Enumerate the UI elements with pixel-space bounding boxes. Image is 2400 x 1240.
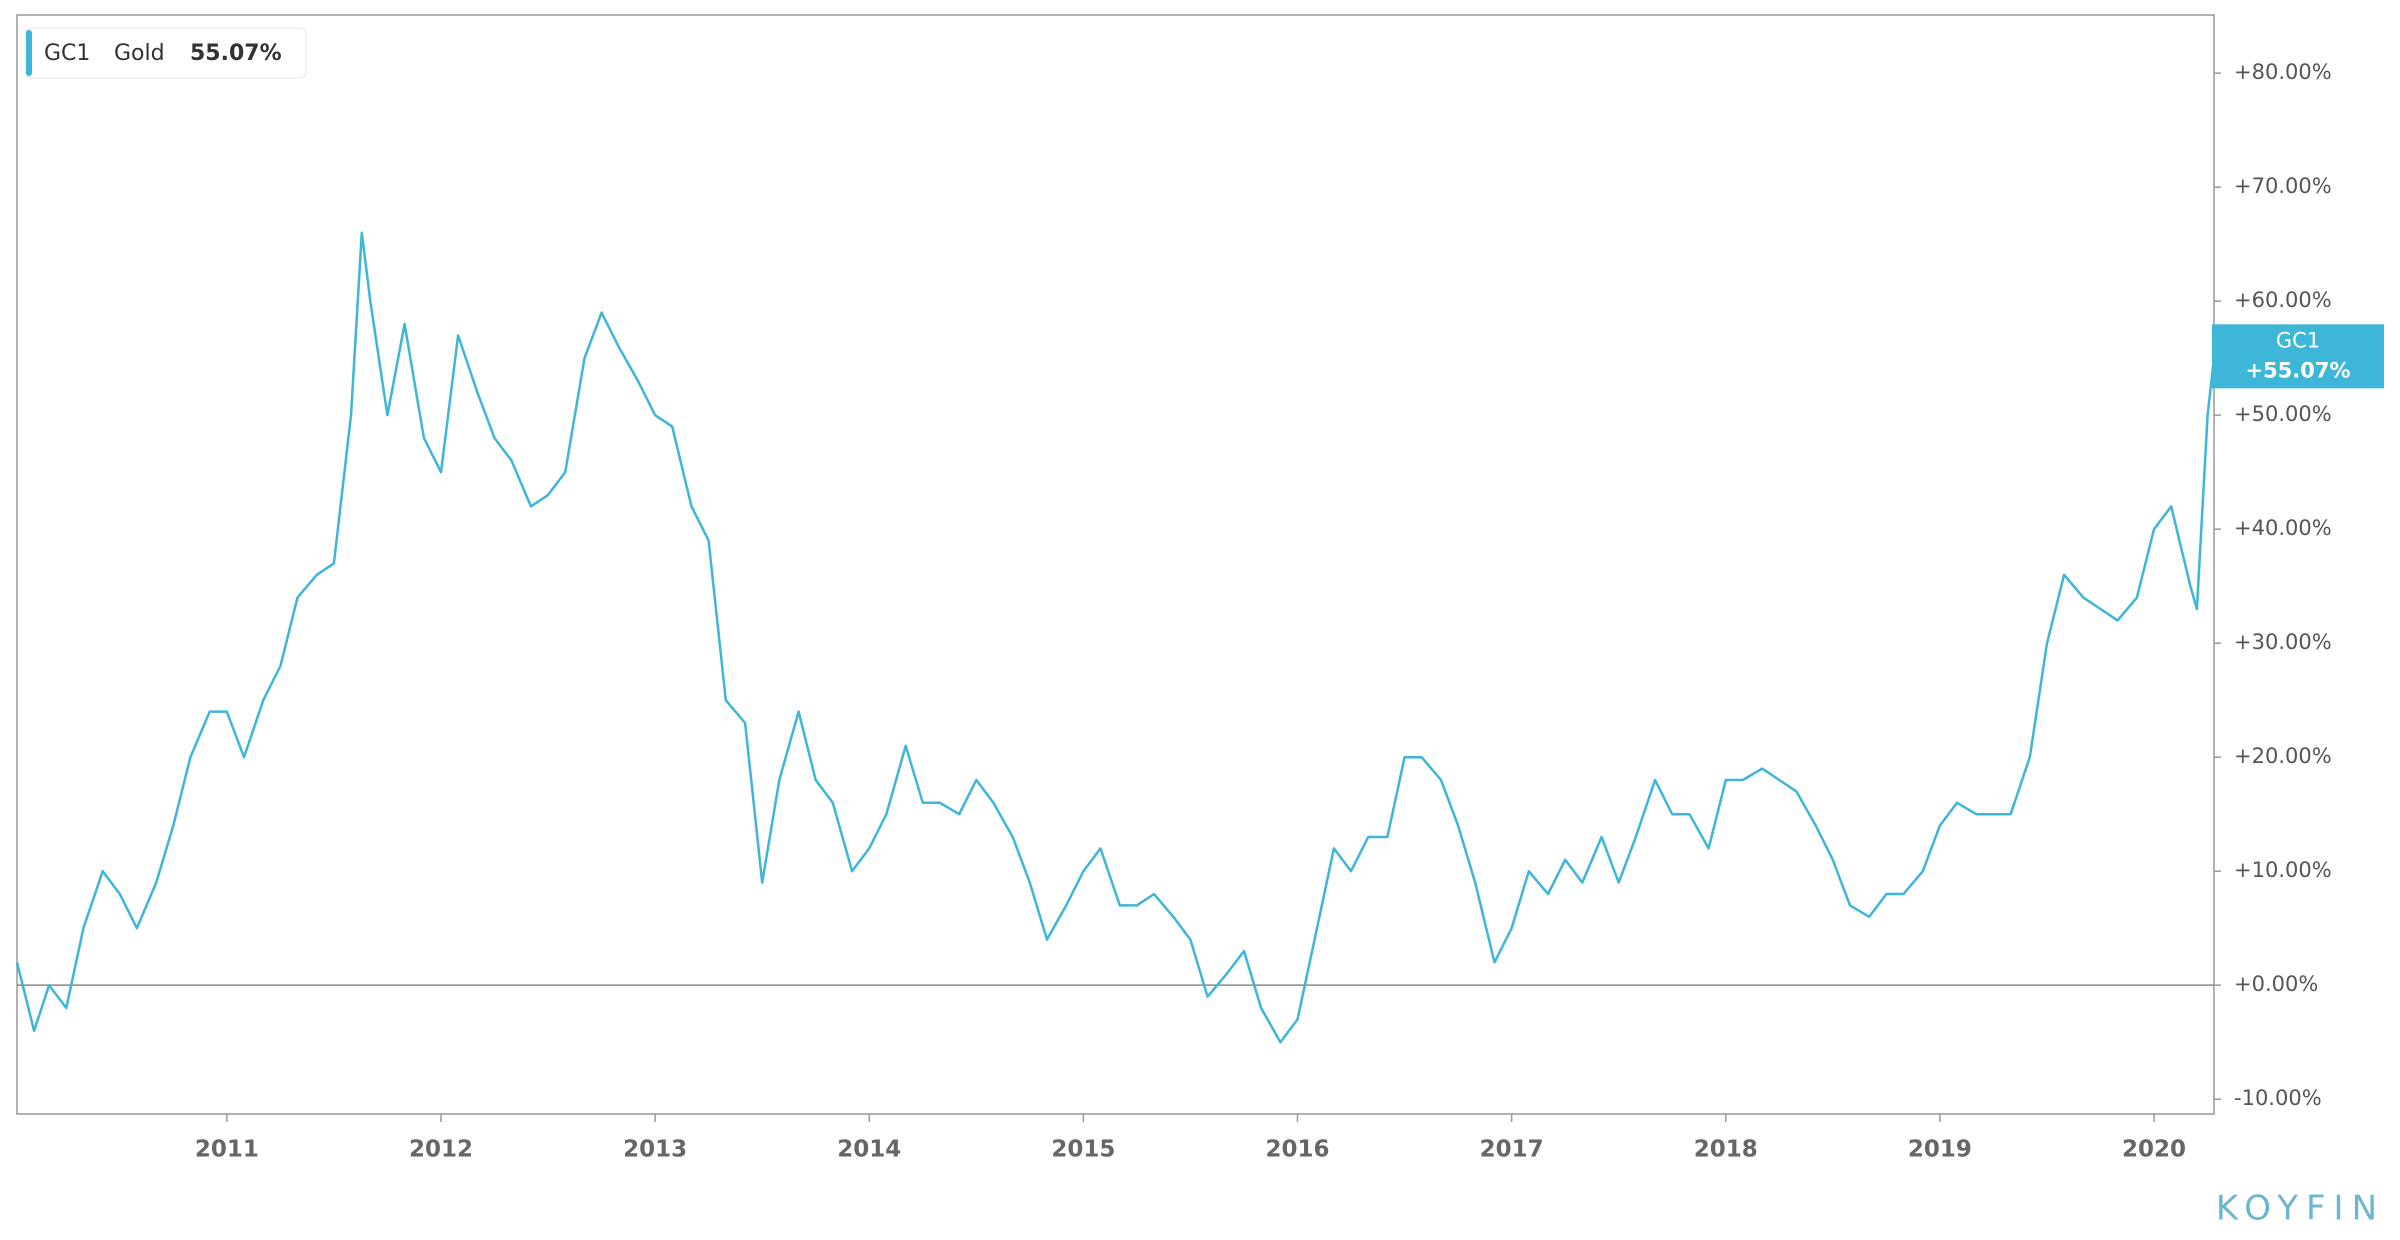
x-tick-label: 2011 — [195, 1137, 259, 1163]
x-tick-label: 2014 — [837, 1137, 901, 1163]
plot-frame — [16, 14, 2215, 1115]
x-tick-label: 2020 — [2122, 1137, 2186, 1163]
y-tick-label: +80.00% — [2234, 60, 2332, 84]
last-value-tag — [2212, 324, 2384, 389]
y-tick-label: -10.00% — [2234, 1086, 2322, 1110]
x-tick-label: 2015 — [1051, 1137, 1115, 1163]
x-tick-label: 2018 — [1694, 1137, 1758, 1163]
y-tick-label: +50.00% — [2234, 402, 2332, 426]
x-tick-label: 2012 — [409, 1137, 473, 1163]
brand: KOYFIN — [2216, 1189, 2385, 1229]
y-tick-label: +30.00% — [2234, 630, 2332, 654]
legend-description: Gold — [114, 41, 165, 66]
y-tick-label: +10.00% — [2234, 858, 2332, 882]
legend-name: GC1 — [44, 41, 90, 66]
y-tick-label: +20.00% — [2234, 744, 2332, 768]
x-tick-label: 2017 — [1480, 1137, 1544, 1163]
tag-value: +55.07% — [2245, 358, 2350, 382]
legend: GC1 Gold 55.07% — [25, 27, 307, 79]
y-tick-label: +0.00% — [2234, 972, 2318, 996]
legend-value: 55.07% — [190, 41, 282, 66]
x-tick-label: 2019 — [1908, 1137, 1972, 1163]
y-tick-label: +60.00% — [2234, 288, 2332, 312]
x-tick-label: 2016 — [1266, 1137, 1330, 1163]
legend-swatch — [26, 30, 32, 76]
x-tick-label: 2013 — [623, 1137, 687, 1163]
series-line — [15, 231, 2216, 1044]
tag-name: GC1 — [2276, 328, 2320, 352]
y-tick-label: +40.00% — [2234, 516, 2332, 540]
y-tick-label: +70.00% — [2234, 174, 2332, 198]
